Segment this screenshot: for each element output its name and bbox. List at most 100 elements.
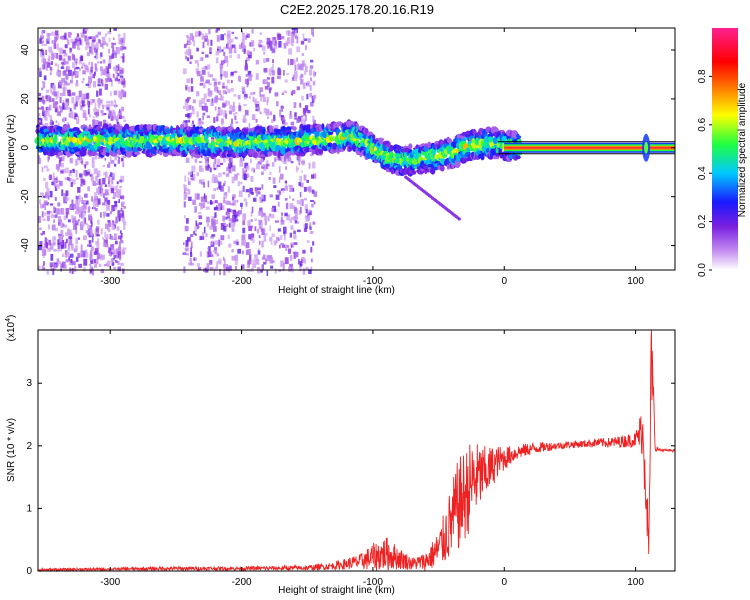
spectrogram-noise-cell <box>55 180 59 183</box>
spectrogram-noise-cell <box>64 32 67 39</box>
spectrogram-noise-cell <box>59 163 62 166</box>
spectrogram-noise-cell <box>68 177 72 182</box>
spectrogram-noise-cell <box>310 77 313 82</box>
spectrogram-noise-cell <box>211 98 214 103</box>
spectrogram-track-cell <box>408 148 412 153</box>
spectrogram-noise-cell <box>121 201 124 207</box>
spectrogram-noise-cell <box>261 165 265 169</box>
spectrogram-noise-cell <box>206 263 210 270</box>
spectrogram-noise-cell <box>81 34 85 38</box>
spectrogram-noise-cell <box>291 36 295 44</box>
spectrogram-noise-cell <box>280 105 283 112</box>
spectrogram-noise-cell <box>281 244 286 248</box>
spectrogram-noise-cell <box>73 103 77 110</box>
spectrogram-noise-cell <box>79 251 82 255</box>
spectrogram-noise-cell <box>237 248 242 254</box>
spectrogram-noise-cell <box>259 240 261 245</box>
spectrogram-noise-cell <box>207 39 210 46</box>
spectrogram-noise-cell <box>182 105 186 109</box>
spectrogram-noise-cell <box>118 235 122 240</box>
spectrogram-noise-cell <box>100 228 103 235</box>
spectrogram-noise-cell <box>184 43 187 49</box>
spectrogram-noise-cell <box>62 117 66 123</box>
spectrogram-noise-cell <box>43 75 47 81</box>
spectrogram-noise-cell <box>46 238 49 245</box>
spectrogram-noise-cell <box>215 175 218 180</box>
spectrogram-noise-cell <box>121 81 125 85</box>
spectrogram-noise-cell <box>182 68 187 75</box>
spectrogram-noise-cell <box>74 211 78 214</box>
spectrogram-noise-cell <box>192 35 195 42</box>
spectrogram-noise-cell <box>120 77 124 83</box>
spectrogram-noise-cell <box>214 200 218 204</box>
spectrogram-noise-cell <box>110 185 114 191</box>
spectrogram-noise-cell <box>185 49 190 55</box>
spectrogram-noise-cell <box>40 233 44 236</box>
spectrogram-noise-cell <box>76 205 79 212</box>
spectrogram-noise-cell <box>73 68 76 75</box>
spectrogram-noise-cell <box>69 108 72 112</box>
spectrogram-noise-cell <box>55 101 58 109</box>
spectrogram-noise-cell <box>99 56 102 59</box>
spectrogram-noise-cell <box>97 31 101 36</box>
spectrogram-noise-cell <box>222 103 226 107</box>
spectrogram-noise-cell <box>213 167 217 171</box>
spectrogram-noise-cell <box>249 187 253 194</box>
spectrogram-noise-cell <box>122 215 125 223</box>
spectrogram-noise-cell <box>283 155 287 162</box>
spectrogram-noise-cell <box>81 66 84 69</box>
spectrogram-noise-cell <box>91 269 94 276</box>
spectrogram-noise-cell <box>222 61 225 65</box>
spectrogram-noise-cell <box>283 70 285 76</box>
spectrogram-noise-cell <box>114 155 117 161</box>
spectrogram-noise-cell <box>89 244 92 247</box>
spectrogram-noise-cell <box>108 48 110 54</box>
spectrogram-noise-cell <box>60 66 65 69</box>
spectrogram-noise-cell <box>256 229 260 234</box>
spectrogram-noise-cell <box>117 73 120 77</box>
spectrogram-noise-cell <box>213 188 217 192</box>
spectrogram-noise-cell <box>115 65 118 68</box>
spectrogram-noise-cell <box>205 32 208 39</box>
spectrogram-noise-cell <box>43 178 46 181</box>
spectrogram-noise-cell <box>45 94 50 102</box>
spectrogram-noise-cell <box>88 216 92 221</box>
spectrogram-noise-cell <box>45 95 48 99</box>
spectrogram-noise-cell <box>47 34 51 42</box>
spectrogram-noise-cell <box>77 44 80 50</box>
spectrogram-noise-cell <box>213 247 218 251</box>
spectrogram-track-cell <box>244 137 248 142</box>
spectrogram-noise-cell <box>221 118 224 126</box>
spectrogram-noise-cell <box>290 59 294 66</box>
spectrogram-noise-cell <box>59 157 62 162</box>
spectrogram-noise-cell <box>78 37 81 42</box>
spectrogram-noise-cell <box>287 245 289 248</box>
spectrogram-noise-cell <box>201 181 205 185</box>
spectrogram-noise-cell <box>61 234 65 238</box>
spectrogram-track-cell <box>53 134 58 143</box>
spectrogram-noise-cell <box>96 238 99 245</box>
spectrogram-noise-cell <box>213 81 217 87</box>
spectrogram-noise-cell <box>220 162 224 165</box>
snr-multiplier-label: (x104) <box>5 315 17 342</box>
spectrogram-noise-cell <box>52 102 57 108</box>
spectrogram-noise-cell <box>120 56 123 59</box>
spectrogram-noise-cell <box>272 63 274 68</box>
spectrogram-noise-cell <box>103 211 107 217</box>
spectrogram-noise-cell <box>231 118 233 125</box>
spectrogram-noise-cell <box>241 86 246 92</box>
spectrogram-noise-cell <box>55 164 60 170</box>
spectrogram-noise-cell <box>53 214 56 218</box>
spectrogram-noise-cell <box>217 48 219 51</box>
spectrogram-noise-cell <box>123 221 127 225</box>
spectrogram-noise-cell <box>304 70 307 75</box>
spectrogram-noise-cell <box>308 269 312 274</box>
spectrogram-noise-cell <box>81 221 85 227</box>
spectrogram-noise-cell <box>182 252 187 255</box>
spectrogram-noise-cell <box>185 218 189 224</box>
spectrogram-noise-cell <box>197 193 200 200</box>
spectrogram-noise-cell <box>246 57 250 61</box>
spectrogram-noise-cell <box>197 267 202 270</box>
spectrogram-noise-cell <box>57 202 61 207</box>
spectrogram-noise-cell <box>264 258 268 264</box>
